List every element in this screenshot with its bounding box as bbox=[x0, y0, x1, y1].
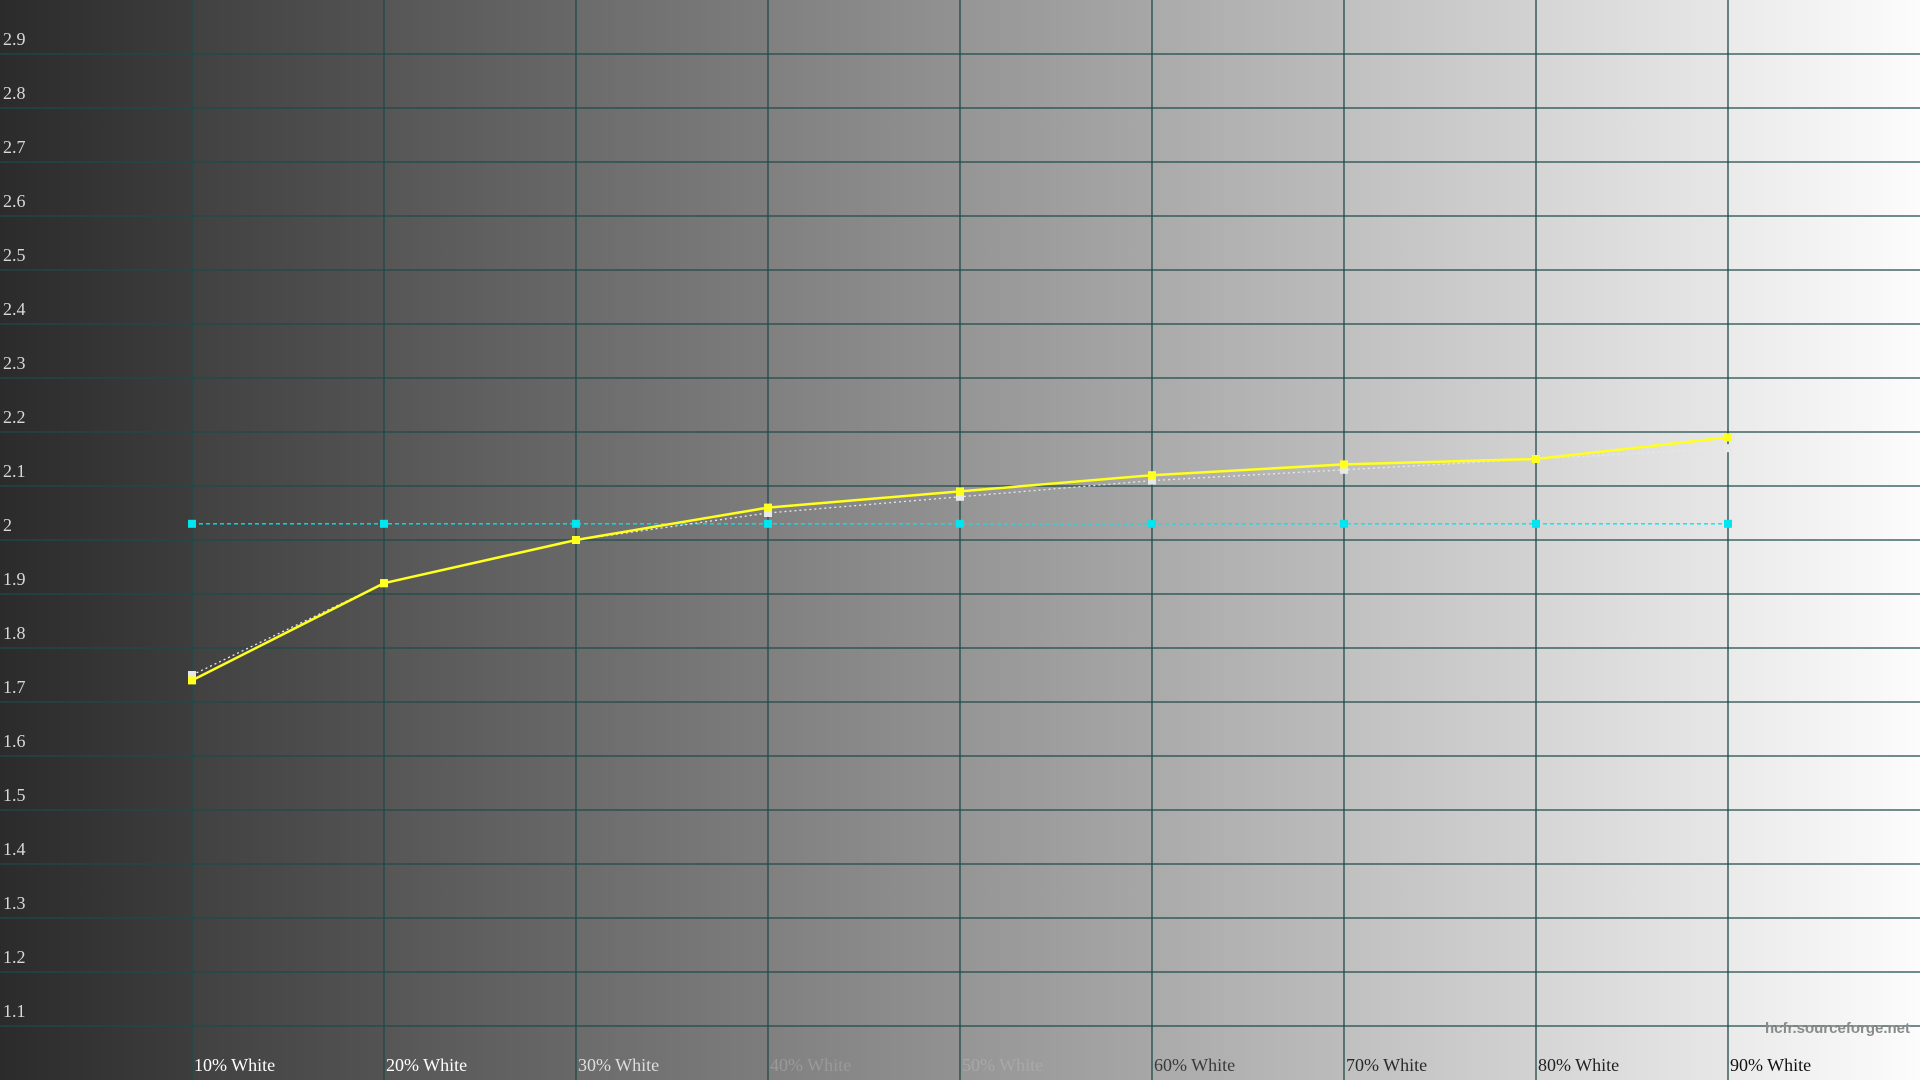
point bbox=[380, 519, 388, 528]
x-tick-label: 20% White bbox=[386, 1055, 467, 1075]
point bbox=[188, 519, 196, 528]
y-tick-label: 1.6 bbox=[3, 731, 26, 751]
y-tick-label: 2.9 bbox=[3, 29, 26, 49]
point bbox=[1340, 519, 1348, 528]
point bbox=[1724, 519, 1732, 528]
point bbox=[1148, 519, 1156, 528]
y-tick-label: 1.7 bbox=[3, 677, 26, 697]
point bbox=[764, 509, 772, 517]
point bbox=[956, 492, 964, 501]
y-tick-label: 2.1 bbox=[3, 461, 26, 481]
point bbox=[1724, 433, 1732, 442]
plot bbox=[188, 433, 1732, 685]
y-tick-label: 2.2 bbox=[3, 407, 26, 427]
point bbox=[956, 487, 964, 496]
y-tick-label: 2.4 bbox=[3, 299, 26, 319]
watermark: hcfr.sourceforge.net bbox=[1765, 1020, 1910, 1037]
y-tick-label: 2.7 bbox=[3, 137, 26, 157]
y-tick-label: 2 bbox=[3, 515, 12, 535]
point bbox=[1532, 455, 1540, 463]
y-tick-label: 1.8 bbox=[3, 623, 26, 643]
point bbox=[380, 579, 388, 588]
point bbox=[572, 519, 580, 528]
y-tick-label: 1.9 bbox=[3, 569, 26, 589]
x-tick-label: 10% White bbox=[194, 1055, 275, 1075]
labels: 1.1 1.2 1.3 1.4 1.5 1.6 1.7 1.8 1.9 2 2.1 2.2 2.3 2.4… bbox=[3, 29, 1811, 1075]
point bbox=[572, 536, 580, 544]
x-tick-label: 70% White bbox=[1346, 1055, 1427, 1075]
point bbox=[188, 676, 196, 685]
y-tick-label: 2.8 bbox=[3, 83, 26, 103]
y-tick-label: 1.3 bbox=[3, 893, 26, 913]
x-tick-label: 30% White bbox=[578, 1055, 659, 1075]
x-tick-label: 60% White bbox=[1154, 1055, 1235, 1075]
y-tick-label: 1.1 bbox=[3, 1001, 26, 1021]
point bbox=[1340, 465, 1348, 474]
point bbox=[1340, 460, 1348, 469]
point bbox=[956, 519, 964, 528]
point bbox=[764, 519, 772, 528]
x-tick-label: 40% White bbox=[770, 1055, 851, 1075]
point bbox=[1532, 519, 1540, 528]
y-tick-label: 1.5 bbox=[3, 785, 26, 805]
point bbox=[188, 671, 196, 679]
y-tick-label: 1.2 bbox=[3, 947, 26, 967]
point bbox=[1148, 476, 1156, 485]
point bbox=[764, 503, 772, 512]
y-tick-label: 2.5 bbox=[3, 245, 26, 265]
y-tick-label: 2.6 bbox=[3, 191, 26, 211]
y-tick-label: 2.3 bbox=[3, 353, 26, 373]
y-tick-label: 1.4 bbox=[3, 839, 26, 859]
x-tick-label: 80% White bbox=[1538, 1055, 1619, 1075]
point bbox=[1724, 444, 1732, 453]
x-tick-label: 50% White bbox=[962, 1055, 1043, 1075]
x-tick-label: 90% White bbox=[1730, 1055, 1811, 1075]
point bbox=[1148, 471, 1156, 480]
